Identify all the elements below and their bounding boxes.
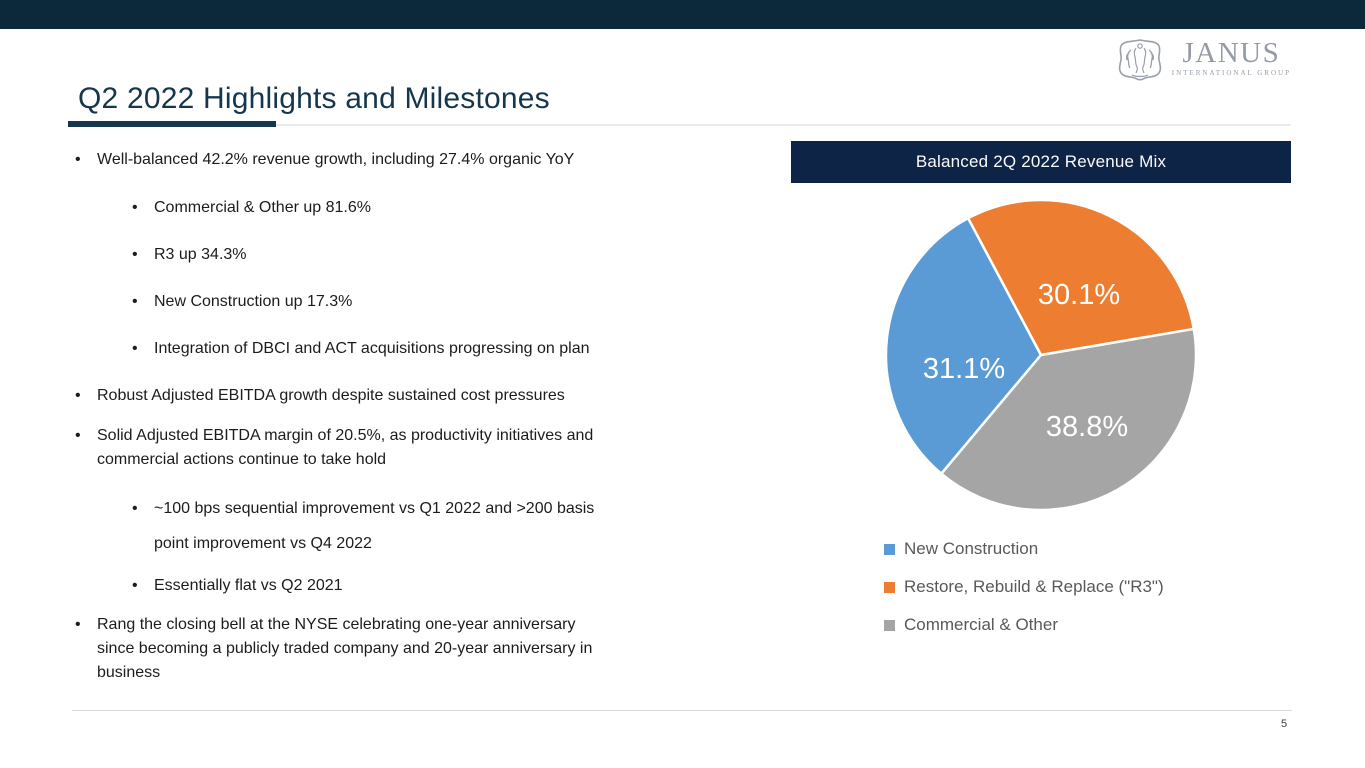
bullet-item: Commercial & Other up 81.6%: [132, 196, 371, 220]
slide-title: Q2 2022 Highlights and Milestones: [78, 82, 550, 115]
legend-swatch-icon: [884, 543, 895, 555]
top-accent-bar: [0, 0, 1365, 29]
legend-label: New Construction: [904, 539, 1039, 558]
bullet-item: Solid Adjusted EBITDA margin of 20.5%, a…: [75, 424, 593, 472]
legend-label: Commercial & Other: [904, 615, 1058, 634]
bullet-item: Integration of DBCI and ACT acquisitions…: [132, 337, 589, 361]
legend-item-restore-rebuild-replace-r3: Restore, Rebuild & Replace ("R3"): [884, 568, 1164, 606]
page-number: 5: [1281, 718, 1288, 730]
chart-legend: New Construction Restore, Rebuild & Repla…: [884, 530, 1164, 644]
chart-title-banner: Balanced 2Q 2022 Revenue Mix: [791, 141, 1291, 183]
bullet-item: Well-balanced 42.2% revenue growth, incl…: [75, 148, 574, 172]
legend-item-new-construction: New Construction: [884, 530, 1164, 568]
pie-slice-new-construction: [884, 216, 1043, 475]
legend-label: Restore, Rebuild & Replace ("R3"): [904, 577, 1164, 596]
pie-data-label-new-construction: 31.1%: [923, 353, 1005, 385]
bullet-item: R3 up 34.3%: [132, 243, 246, 267]
revenue-mix-pie-chart: 31.1% 30.1% 38.8%: [881, 195, 1201, 515]
title-divider-thin: [72, 124, 1291, 126]
pie-slice-restore-rebuild-replace-r3: [966, 198, 1196, 357]
pie-data-label-commercial-other: 38.8%: [1046, 411, 1128, 443]
legend-swatch-icon: [884, 581, 895, 593]
bullet-item: Rang the closing bell at the NYSE celebr…: [75, 613, 592, 685]
legend-swatch-icon: [884, 619, 895, 631]
bullet-item: ~100 bps sequential improvement vs Q1 20…: [132, 491, 594, 561]
bullet-item: New Construction up 17.3%: [132, 290, 352, 314]
logo-subtitle: INTERNATIONAL GROUP: [1171, 69, 1291, 77]
pie-slice-commercial-other: [940, 327, 1198, 512]
janus-two-faces-icon: [1117, 38, 1163, 87]
title-divider-accent: [68, 121, 276, 127]
company-logo: JANUS INTERNATIONAL GROUP: [1117, 38, 1291, 87]
bullet-item: Robust Adjusted EBITDA growth despite su…: [75, 384, 565, 408]
pie-data-label-restore-rebuild-replace-r3: 30.1%: [1038, 279, 1120, 311]
bullet-item: Essentially flat vs Q2 2021: [132, 574, 342, 598]
footer-divider: [72, 710, 1292, 711]
legend-item-commercial-other: Commercial & Other: [884, 606, 1164, 644]
logo-wordmark: JANUS: [1182, 37, 1281, 69]
